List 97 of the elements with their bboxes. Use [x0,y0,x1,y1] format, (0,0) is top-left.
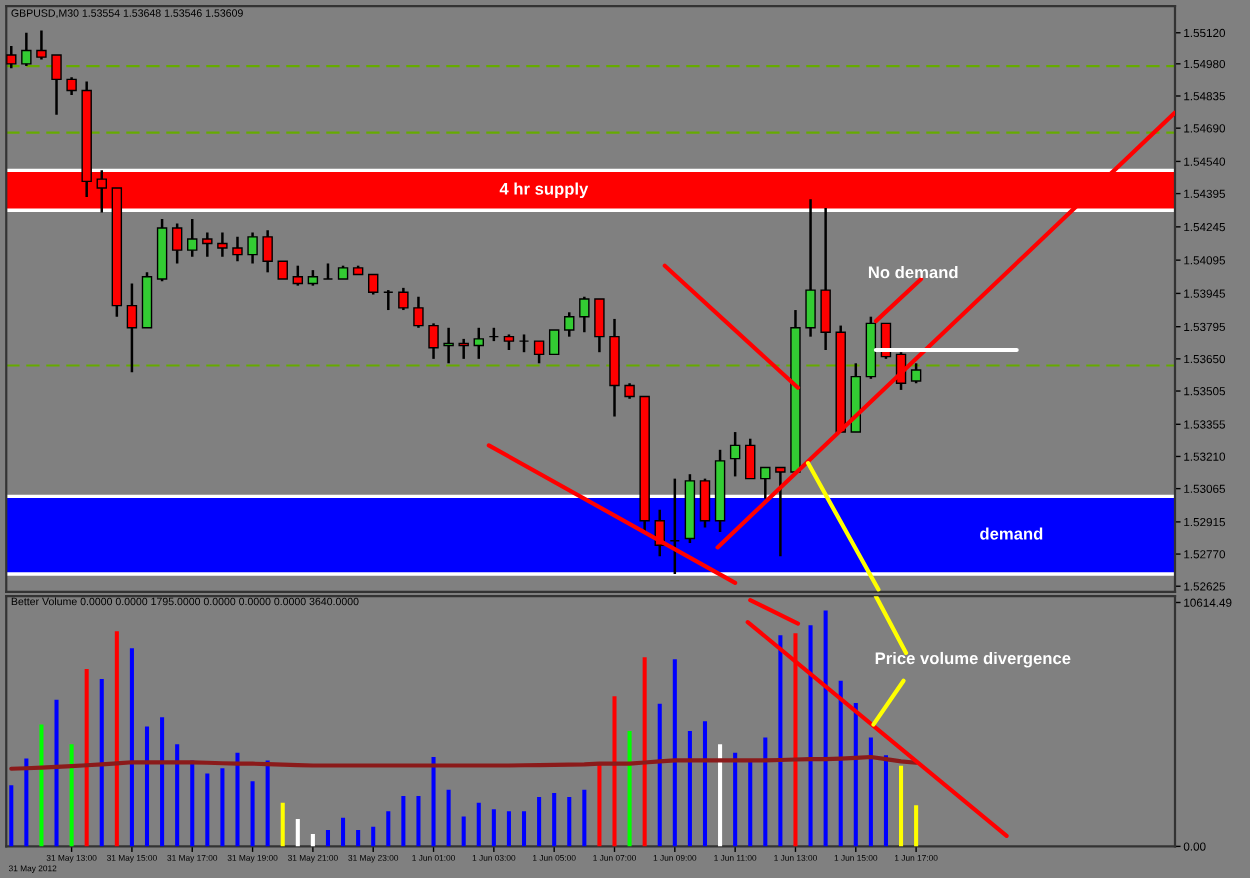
candlestick [262,228,273,274]
bar [416,796,421,847]
bar [235,752,240,847]
band-label: 4 hr supply [499,182,589,199]
candlestick [428,322,439,361]
candlestick [473,326,484,361]
bar [114,631,119,847]
bar [657,703,662,847]
bar [386,811,391,847]
candlestick [292,264,304,287]
bar [129,648,134,847]
bar [431,757,436,847]
bar [883,755,888,847]
bar [24,758,29,847]
candlestick [594,297,605,354]
bar [733,752,738,847]
bar [612,696,617,847]
candlestick [458,337,469,361]
bar [748,759,753,847]
bar [401,796,406,847]
candlestick [187,217,198,259]
bar [642,657,647,847]
candlestick [126,282,138,374]
candlestick [36,29,47,61]
candlestick [533,339,545,365]
bar [265,760,270,847]
bar [718,744,723,847]
candlestick [579,295,590,334]
candlestick [729,430,741,478]
bar [356,830,361,847]
candlestick [669,477,681,576]
bar [69,744,74,847]
bar [567,796,572,847]
bar [552,793,557,847]
bar [823,610,828,847]
bar [9,785,14,847]
bar [521,811,527,847]
bar [446,789,451,847]
candlestick [443,326,454,365]
bar [295,819,300,847]
bar [537,796,542,847]
bar [160,717,165,847]
candlestick [6,44,17,70]
bar [778,635,783,847]
candlestick [699,477,711,529]
bar [476,802,481,847]
bar [310,833,315,847]
candlestick [367,273,379,296]
bar [914,805,919,847]
bar [702,721,708,847]
bar [506,811,511,847]
candlestick [232,235,243,263]
bar [175,744,180,847]
bar [868,737,873,847]
bar [84,669,89,847]
bar [491,809,496,847]
bar [99,678,104,847]
candlestick [202,231,213,259]
bar [763,737,768,847]
candlestick [413,295,424,330]
bar [220,768,225,847]
bar [627,731,632,847]
candlestick [217,231,228,259]
candlestick [51,53,62,117]
bar [39,724,44,847]
candlestick [398,286,409,312]
candlestick [745,437,756,480]
candlestick [760,466,771,500]
bar [205,773,210,847]
candlestick [910,362,922,385]
bar [371,826,376,847]
bar [687,731,692,847]
candlestick [383,288,394,312]
annotation: Price volume divergence [875,651,1071,668]
bar [597,763,602,847]
bar [250,781,255,847]
candlestick [247,231,258,265]
bar [582,789,587,847]
bar [853,703,858,847]
bar [672,659,677,847]
annotation: No demand [868,266,958,279]
bar [808,625,813,847]
bar [54,699,59,847]
bar [341,817,346,847]
candlestick [171,222,183,265]
bar [838,680,843,847]
bar [190,760,195,847]
bar [325,830,331,847]
bar [899,765,904,847]
candlestick [564,311,575,338]
bar [461,816,466,847]
bar [280,802,285,847]
band-label: demand [980,527,1043,540]
candlestick [21,31,32,68]
candlestick [805,197,816,338]
candlestick [548,329,560,356]
bar [144,726,150,847]
